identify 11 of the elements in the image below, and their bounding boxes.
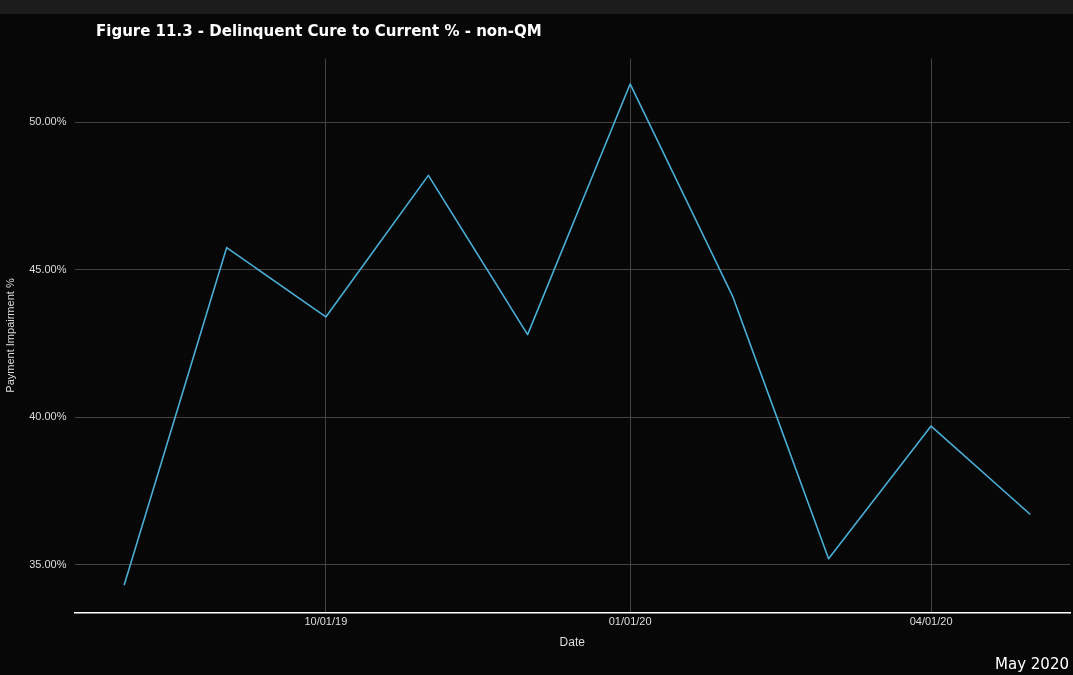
x-axis-title: Date	[559, 635, 586, 650]
y-tick-label: 40.00%	[29, 410, 67, 423]
x-tick-label: 04/01/20	[909, 615, 953, 628]
chart-title: Figure 11.3 - Delinquent Cure to Current % - non-QM	[96, 22, 542, 40]
y-axis-title: Payment Impairment %	[3, 278, 16, 393]
text: May 2020	[995, 655, 1069, 673]
y-tick-label: 35.00%	[29, 557, 67, 570]
y-tick-label: 50.00%	[29, 115, 67, 128]
y-tick-label: 45.00%	[29, 262, 67, 275]
x-tick-label: 01/01/20	[608, 615, 652, 628]
x-tick-label: 10/01/19	[304, 615, 348, 628]
